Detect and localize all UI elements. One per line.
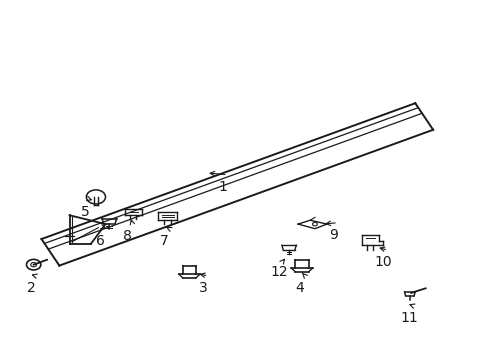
Text: 7: 7 [159, 234, 168, 248]
Text: 4: 4 [295, 280, 304, 294]
Text: 10: 10 [374, 256, 391, 270]
Text: 1: 1 [218, 180, 227, 194]
Text: 3: 3 [199, 281, 208, 295]
Text: 12: 12 [270, 265, 287, 279]
Text: 8: 8 [123, 229, 132, 243]
Text: 11: 11 [399, 311, 417, 325]
Text: 9: 9 [328, 228, 337, 242]
Text: 6: 6 [96, 234, 105, 248]
Text: 2: 2 [27, 281, 36, 295]
Text: 5: 5 [81, 205, 90, 219]
